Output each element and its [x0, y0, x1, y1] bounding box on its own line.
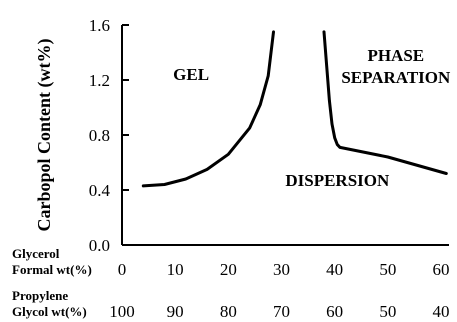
boundary-curve-2 [322, 30, 448, 175]
x-axis-2-tick-label: 100 [109, 302, 135, 321]
x-axis-1-tick-label: 30 [273, 260, 290, 279]
region-label: DISPERSION [285, 171, 390, 190]
x-axis-1-tick-label: 60 [433, 260, 450, 279]
x-axis-2-tick-label: 40 [433, 302, 450, 321]
boundary-curves [141, 30, 448, 188]
x-axis-2-title-line1: Propylene [12, 288, 68, 303]
x-axis-1-tick-label: 50 [379, 260, 396, 279]
x-axis-1-title-line1: Glycerol [12, 246, 60, 261]
region-label: GEL [173, 65, 209, 84]
y-tick-label: 0.8 [89, 126, 110, 145]
x-axis-1-tick-label: 20 [220, 260, 237, 279]
x-axis-1-title-line2: Formal wt(%) [12, 262, 92, 277]
x-axis-2-title-line2: Glycol wt(%) [12, 304, 87, 319]
y-tick-label: 0.0 [89, 236, 110, 255]
x-axis-2-tick-label: 60 [326, 302, 343, 321]
x-axis-1-tick-label: 10 [167, 260, 184, 279]
region-label: SEPARATION [341, 68, 451, 87]
y-axis-title: Carbopol Content (wt%) [34, 39, 55, 232]
y-tick-label: 0.4 [89, 181, 111, 200]
x-axis-1-tick-label: 0 [118, 260, 127, 279]
y-tick-label: 1.6 [89, 16, 110, 35]
x-axis-2-tick-label: 70 [273, 302, 290, 321]
y-ticks: 0.0 0.4 0.8 1.2 1.6 [89, 16, 129, 255]
x-axis-1-tick-label: 40 [326, 260, 343, 279]
x-axis-2-tick-label: 80 [220, 302, 237, 321]
region-label: PHASE [367, 46, 424, 65]
x-axis-2-tick-label: 50 [379, 302, 396, 321]
x-axis-2-tick-label: 90 [167, 302, 184, 321]
boundary-curve-1 [141, 30, 275, 188]
region-labels: GEL PHASE SEPARATION DISPERSION [173, 46, 451, 190]
y-tick-label: 1.2 [89, 71, 110, 90]
